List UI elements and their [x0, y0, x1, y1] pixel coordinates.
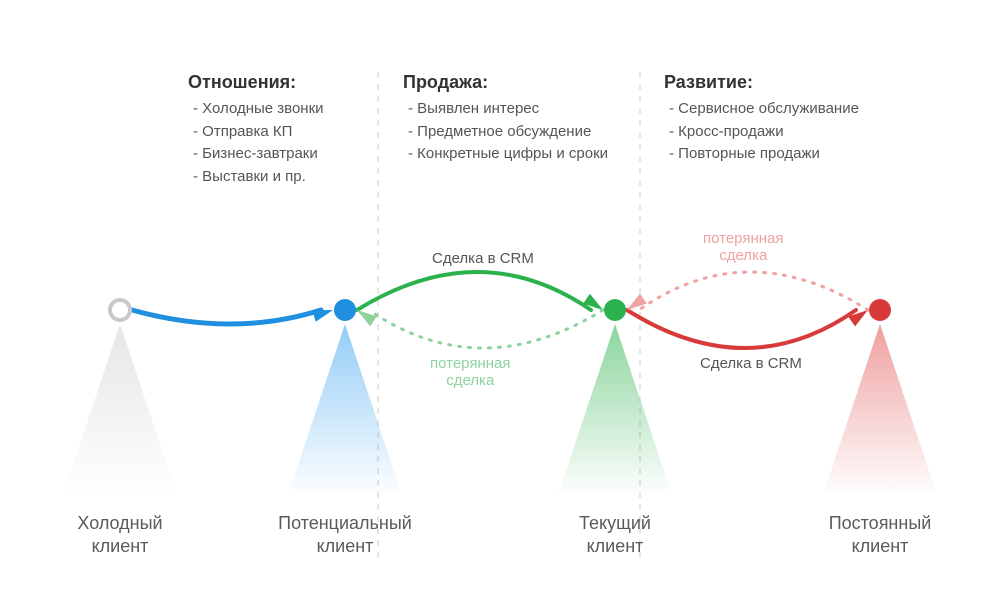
list-item: Конкретные цифры и сроки: [408, 143, 608, 166]
cone-current: [557, 324, 673, 498]
list-item: Повторные продажи: [669, 143, 859, 166]
cone-potential: [287, 324, 403, 498]
node-current: [604, 299, 626, 321]
cone-cold: [62, 324, 178, 498]
list-item: Сервисное обслуживание: [669, 98, 859, 121]
node-cold: [110, 300, 130, 320]
stage-label-potential: Потенциальныйклиент: [255, 512, 435, 557]
section-list-growth: Сервисное обслуживание Кросс-продажи Пов…: [669, 98, 859, 166]
arrowhead-current-to-potential-lost: [357, 310, 377, 326]
arc-current-to-permanent: [627, 310, 856, 348]
arc-label-deal-2: Сделка в CRM: [700, 355, 802, 372]
list-item: Выявлен интерес: [408, 98, 608, 121]
arc-label-lost-2: потерянная сделка: [703, 230, 784, 264]
stage-label-permanent: Постоянныйклиент: [790, 512, 970, 557]
arc-label-deal-1: Сделка в CRM: [432, 250, 534, 267]
node-permanent: [869, 299, 891, 321]
list-item: Выставки и пр.: [193, 166, 324, 189]
list-item: Отправка КП: [193, 121, 324, 144]
list-item: Предметное обсуждение: [408, 121, 608, 144]
diagram-svg: [0, 0, 1000, 600]
section-list-sale: Выявлен интерес Предметное обсуждение Ко…: [408, 98, 608, 166]
stage-label-current: Текущийклиент: [525, 512, 705, 557]
list-item: Кросс-продажи: [669, 121, 859, 144]
arc-potential-to-current: [357, 272, 591, 310]
node-potential: [334, 299, 356, 321]
section-list-relations: Холодные звонки Отправка КП Бизнес-завтр…: [193, 98, 324, 188]
section-title-relations: Отношения:: [188, 72, 296, 93]
cone-permanent: [822, 324, 938, 498]
list-item: Холодные звонки: [193, 98, 324, 121]
section-title-growth: Развитие:: [664, 72, 753, 93]
list-item: Бизнес-завтраки: [193, 143, 324, 166]
arrowhead-cold-to-potential: [312, 310, 333, 322]
arc-cold-to-potential: [132, 310, 321, 324]
arc-permanent-to-current-lost: [639, 272, 868, 310]
stage-label-cold: Холодныйклиент: [30, 512, 210, 557]
section-title-sale: Продажа:: [403, 72, 488, 93]
arc-current-to-potential-lost: [369, 310, 603, 348]
arc-label-lost-1: потерянная сделка: [430, 355, 511, 389]
